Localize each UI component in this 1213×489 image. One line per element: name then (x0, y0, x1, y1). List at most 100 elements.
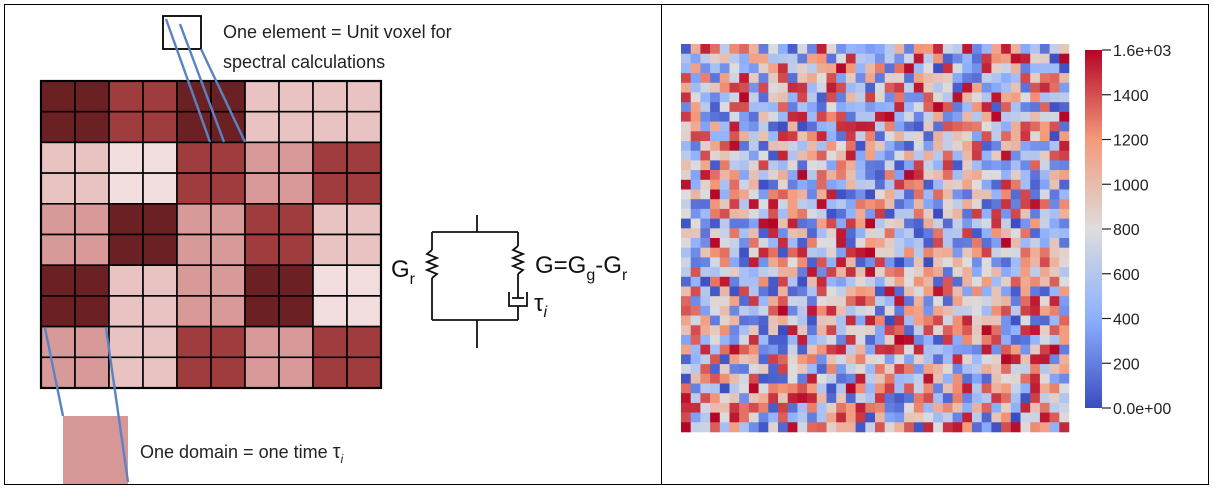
voxel-cell (312, 110, 348, 144)
voxel-cell (40, 203, 76, 236)
voxel-cell (312, 172, 348, 205)
voxel-cell (142, 80, 178, 113)
domain-callout-line-left (43, 327, 65, 417)
voxel-cell (142, 203, 178, 236)
voxel-cell (108, 325, 144, 359)
voxel-cell (108, 172, 144, 205)
voxel-cell (346, 203, 382, 236)
voxel-cell (142, 141, 178, 174)
voxel-cell (244, 264, 280, 297)
voxel-cell (40, 264, 76, 297)
domain-swatch (63, 416, 128, 484)
voxel-cell (244, 233, 280, 267)
voxel-cell (210, 325, 246, 359)
gr-label: Gr (391, 256, 416, 288)
voxel-cell (346, 110, 382, 144)
voxel-cell (74, 110, 110, 144)
voxel-cell (40, 356, 76, 389)
voxel-cell (278, 141, 314, 174)
left-panel: One element = Unit voxel for spectral ca… (39, 15, 628, 484)
voxel-cell (278, 295, 314, 328)
g-equation-label: G=Gg-Gr (535, 252, 628, 284)
voxel-cell (312, 203, 348, 236)
voxel-cell (244, 80, 280, 113)
voxel-callout-line-1 (164, 18, 212, 143)
tau-label: τi (534, 290, 547, 321)
voxel-cell (176, 233, 212, 267)
voxel-cell (346, 172, 382, 205)
voxel-cell (210, 264, 246, 297)
voxel-cell (278, 203, 314, 236)
voxel-cell (142, 295, 178, 328)
voxel-cell (210, 110, 246, 144)
voxel-cell (210, 295, 246, 328)
voxel-cell (210, 356, 246, 389)
voxel-cell (244, 141, 280, 174)
voxel-cell (108, 110, 144, 144)
voxel-cell (312, 80, 348, 113)
voxel-cell (40, 80, 76, 113)
voxel-cell (40, 233, 76, 267)
voxel-cell (74, 203, 110, 236)
voxel-cell (74, 172, 110, 205)
voxel-cell (346, 233, 382, 267)
voxel-cell (278, 172, 314, 205)
voxel-cell (176, 295, 212, 328)
voxel-cell (176, 264, 212, 297)
viscoelastic-circuit (424, 215, 528, 348)
domain-grid-border (39, 79, 383, 390)
voxel-cell (312, 264, 348, 297)
voxel-cell (74, 141, 110, 174)
panel-divider (661, 4, 662, 485)
voxel-cell (244, 356, 280, 389)
voxel-cell (278, 110, 314, 144)
voxel-cell (278, 80, 314, 113)
voxel-cell (74, 295, 110, 328)
voxel-cell (244, 110, 280, 144)
voxel-cell (210, 172, 246, 205)
voxel-cell (346, 325, 382, 359)
voxel-cell (210, 203, 246, 236)
voxel-cell (176, 141, 212, 174)
domain-callout-line-right (104, 327, 130, 483)
spring-left (424, 249, 440, 279)
voxel-cell (108, 203, 144, 236)
domain-label: One domain = one time τi (140, 441, 344, 466)
voxel-cell (108, 141, 144, 174)
voxel-cell (142, 110, 178, 144)
voxel-cell (176, 203, 212, 236)
voxel-cell (108, 264, 144, 297)
voxel-cell (312, 141, 348, 174)
voxel-cell (108, 295, 144, 328)
domain-callout: One domain = one time τi (43, 327, 344, 484)
voxel-cell (346, 356, 382, 389)
voxel-cell (244, 295, 280, 328)
voxel-cell (312, 233, 348, 267)
voxel-cell (74, 356, 110, 389)
element-label-line2: spectral calculations (223, 52, 385, 72)
voxel-cell (346, 141, 382, 174)
voxel-cell (312, 295, 348, 328)
voxel-cell (244, 203, 280, 236)
voxel-cell (346, 80, 382, 113)
voxel-cell (142, 264, 178, 297)
voxel-cell (278, 356, 314, 389)
element-label-line1: One element = Unit voxel for (223, 22, 452, 42)
voxel-cell (210, 233, 246, 267)
voxel-callout-line-3 (199, 48, 247, 143)
voxel-cell (74, 233, 110, 267)
voxel-callout: One element = Unit voxel for spectral ca… (162, 15, 452, 143)
voxel-cell (176, 356, 212, 389)
voxel-cell (108, 80, 144, 113)
domain-grid (39, 79, 383, 390)
voxel-cell (74, 264, 110, 297)
dashpot (508, 290, 528, 307)
voxel-cell (142, 172, 178, 205)
voxel-box (162, 15, 202, 50)
voxel-cell (40, 141, 76, 174)
voxel-cell (244, 325, 280, 359)
voxel-cell (40, 172, 76, 205)
voxel-cell (74, 325, 110, 359)
figure-frame (4, 4, 1209, 485)
voxel-cell (312, 325, 348, 359)
